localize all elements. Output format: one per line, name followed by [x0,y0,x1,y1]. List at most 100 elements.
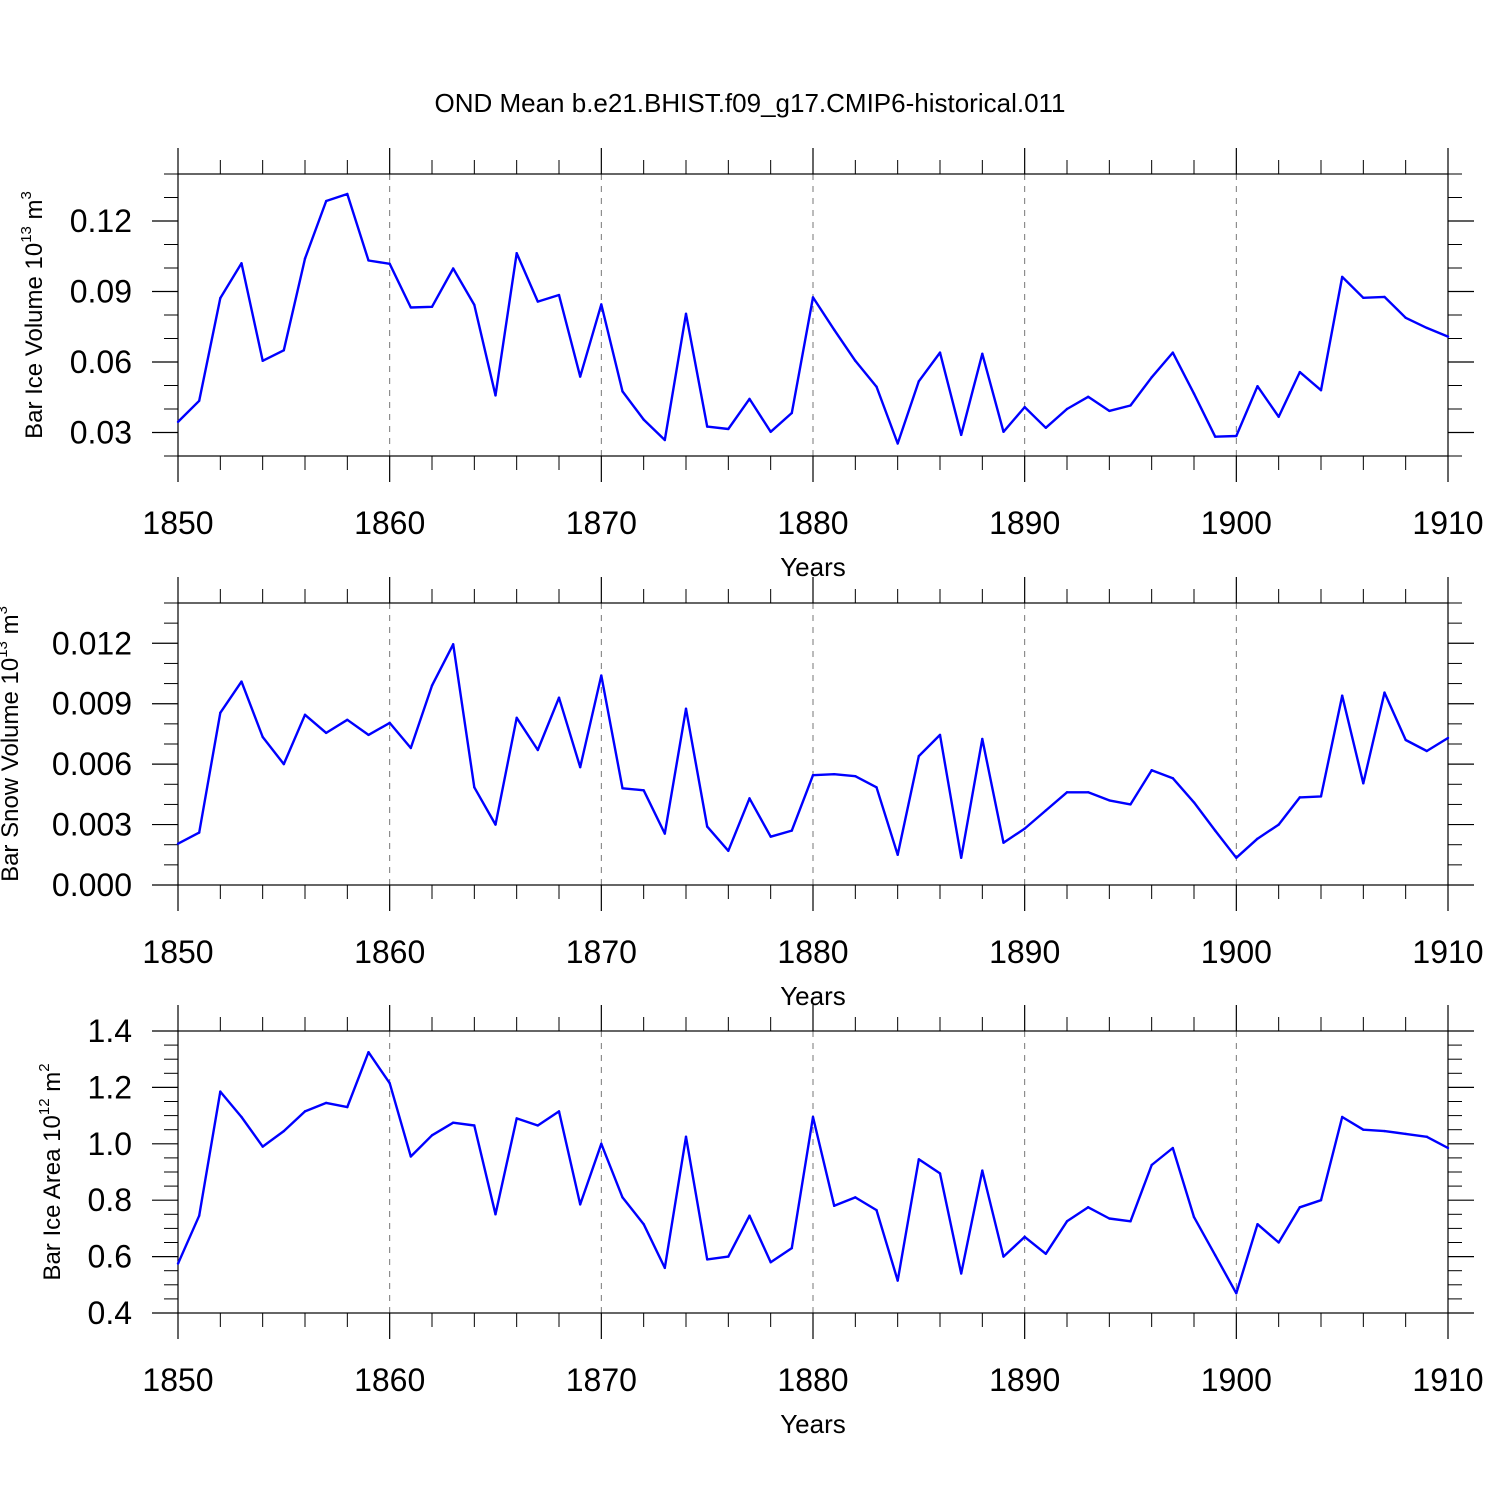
data-point [832,773,836,776]
data-point [684,312,688,316]
y-axis-label-unit-exponent: 2 [36,1063,53,1071]
y-tick-label: 1.0 [88,1126,132,1162]
data-point [515,1117,518,1120]
data-point [875,786,878,789]
data-point [346,718,349,722]
data-point [1446,335,1450,338]
y-axis-label-unit-exponent: 3 [0,606,11,614]
data-point [981,737,984,741]
data-point [663,832,667,835]
data-point [1023,827,1026,830]
data-point [409,306,413,309]
data-point [642,418,645,421]
data-point [896,853,899,856]
data-point [261,1145,264,1148]
x-tick-label: 1900 [1201,934,1272,970]
data-point [1108,799,1111,802]
x-tick-label: 1860 [354,1362,425,1398]
data-point [1108,409,1111,413]
data-point [367,1050,370,1054]
x-tick-label: 1870 [566,505,637,541]
data-point [1340,694,1344,697]
x-tick-label: 1850 [142,934,213,970]
data-point [346,192,349,196]
data-point [1002,1255,1005,1258]
x-axis-label: Years [780,1409,846,1439]
data-point [1425,1135,1429,1138]
y-tick-label: 0.03 [70,415,132,451]
data-point [303,1110,307,1113]
data-point [875,1208,878,1212]
data-point [959,1272,963,1275]
y-tick-label: 0.6 [88,1239,132,1275]
data-point [727,427,730,431]
data-point [494,394,497,397]
panel-ice-area: 1850 1860 1870 1880 1890 1900 1910 Years 0.4 0.6 0… [36,1005,1484,1439]
data-point [1086,791,1090,794]
data-point [557,1110,561,1113]
data-point [1213,1253,1217,1257]
data-point [494,823,497,826]
data-point [176,420,180,424]
data-point [197,399,201,402]
data-point [600,1142,603,1146]
data-point [1150,376,1153,379]
data-point [1171,777,1175,780]
data-point [811,774,815,777]
data-point [790,829,794,832]
y-tick-label: 1.2 [88,1069,132,1105]
data-point [282,1129,286,1133]
panel-snow-volume: 1850 1860 1870 1880 1890 1900 1910Years0.0000.… [0,577,1484,1011]
data-point [1213,829,1217,832]
data-point [176,1262,180,1265]
data-point [642,1222,645,1226]
data-point [1192,1215,1196,1219]
data-point [557,696,561,699]
data-point [557,293,561,297]
y-axis-label-text: Bar Ice Area 10 [39,1115,66,1280]
data-point [1277,823,1280,826]
data-point [1256,837,1259,840]
data-point [451,1121,455,1124]
x-tick-label: 1890 [989,1362,1060,1398]
data-point [1192,801,1196,804]
data-point [1425,749,1429,753]
data-point [1319,795,1323,798]
data-point [1298,370,1302,374]
data-point [1213,435,1217,438]
data-point [1298,796,1302,799]
data-point [684,1135,688,1138]
data-point [790,1246,794,1250]
data-point [324,199,328,203]
data-point [832,1204,836,1208]
data-point [769,430,772,433]
y-axis-label-exponent: 13 [0,641,11,658]
data-point [1362,296,1365,300]
data-point [1446,736,1450,740]
data-point [1235,1292,1238,1295]
data-point [261,359,264,363]
data-point [748,797,751,800]
data-point [981,352,984,355]
x-tick-label: 1880 [777,1362,848,1398]
data-point [727,1255,730,1258]
data-point [705,1258,709,1261]
data-point [1171,351,1175,354]
plot-frame [177,173,1449,457]
data-point [705,825,709,828]
data-point [451,267,455,270]
panel-ice-volume: 1850 1860 1870 1880 1890 1900 1910Years0.030.0… [18,148,1484,582]
data-point [303,713,307,716]
data-point [917,754,921,758]
data-point [1065,407,1069,411]
data-point [748,1214,751,1217]
data-point [1150,1163,1153,1167]
data-point [324,1101,328,1105]
data-point [1404,316,1407,320]
data-point [1065,1220,1069,1223]
data-point [1086,1206,1090,1209]
data-point [663,438,667,442]
x-tick-label: 1910 [1412,934,1483,970]
y-axis-label-unit: m [39,1072,66,1099]
